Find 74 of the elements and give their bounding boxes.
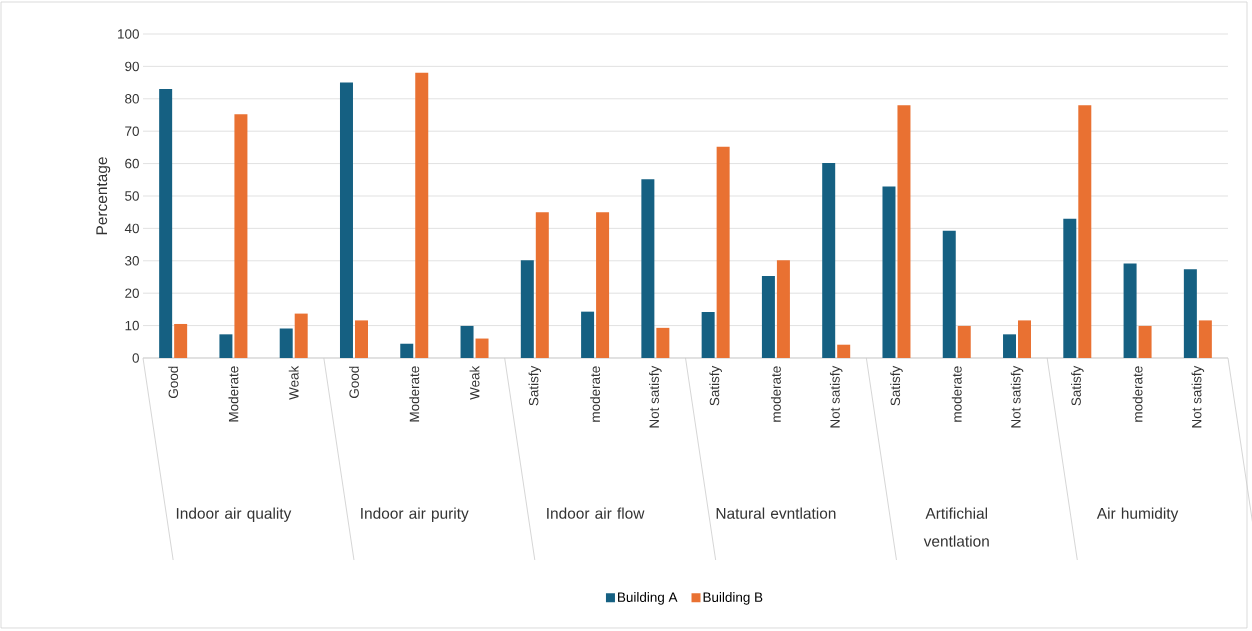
legend-label: Building A	[618, 592, 678, 605]
bar	[400, 343, 414, 358]
x-tick-label: Good	[349, 366, 359, 398]
x-tick-label: Not satisfy	[649, 365, 662, 428]
y-tick-label: 20	[125, 288, 139, 298]
bar	[957, 325, 971, 358]
bar	[1138, 325, 1152, 358]
x-tick-label: Weak	[469, 365, 480, 400]
y-tick-label: 0	[132, 353, 139, 363]
x-tick-label: moderate	[1132, 366, 1143, 422]
bar	[656, 327, 670, 358]
bar	[1123, 263, 1137, 358]
y-tick-label: 70	[125, 126, 139, 136]
bar	[294, 313, 308, 358]
bar	[219, 334, 233, 358]
bar	[1078, 105, 1092, 358]
bar	[1018, 320, 1032, 358]
bar	[837, 344, 851, 358]
bar	[535, 212, 549, 358]
text: Natural evntlation	[716, 507, 836, 519]
text: Air humidity	[1096, 507, 1179, 522]
text: Artifichial ventlation	[923, 507, 989, 547]
bar	[520, 260, 534, 358]
bar	[1003, 334, 1017, 358]
y-tick-label: 100	[118, 29, 139, 39]
y-tick-label: 10	[125, 320, 139, 331]
bar	[415, 72, 429, 358]
bar	[460, 325, 474, 358]
y-tick-label: 60	[125, 158, 139, 169]
x-tick-label: Satisfy	[528, 365, 542, 406]
bar	[882, 186, 896, 358]
y-axis-title: Percentage	[96, 157, 111, 235]
x-tick-label: Not satisfy	[829, 365, 843, 428]
y-tick-label: 50	[125, 191, 139, 201]
x-tick-label: moderate	[590, 366, 601, 422]
bar	[761, 276, 775, 358]
x-tick-label: Not satisfy	[1010, 365, 1024, 428]
bar	[339, 82, 353, 358]
bar	[897, 105, 911, 358]
bar	[822, 162, 836, 358]
bar	[354, 320, 368, 358]
bar	[716, 146, 730, 358]
bar	[174, 323, 188, 358]
y-tick-label: 40	[124, 223, 139, 234]
legend-label: Building B	[703, 592, 763, 605]
x-tick-label: Weak	[288, 365, 299, 400]
x-tick-label: Good	[168, 366, 179, 398]
y-tick-label: 90	[125, 61, 139, 72]
y-tick-label: 30	[125, 256, 139, 266]
x-tick-label: Moderate	[228, 366, 239, 422]
text: Indoor air purity	[361, 507, 469, 522]
bar	[942, 230, 956, 358]
bar	[234, 114, 248, 358]
bar	[596, 212, 610, 358]
bar	[159, 89, 173, 358]
bar	[776, 260, 790, 358]
bar	[641, 179, 655, 358]
text: Indoor air flow	[547, 507, 645, 519]
text: Indoor air quality	[176, 507, 292, 522]
x-tick-label: Not satisfy	[1191, 365, 1205, 428]
bar	[581, 311, 595, 358]
x-tick-label: Satisfy	[709, 365, 722, 406]
x-tick-label: Satisfy	[1071, 365, 1084, 406]
y-tick-label: 80	[125, 94, 139, 104]
x-tick-label: Moderate	[409, 366, 420, 422]
x-tick-label: moderate	[951, 366, 962, 422]
bar	[1198, 320, 1212, 358]
bar	[1183, 269, 1197, 358]
bar	[701, 311, 715, 358]
bar	[475, 338, 489, 358]
x-tick-label: moderate	[770, 366, 781, 422]
bar	[1063, 218, 1077, 358]
bar	[279, 328, 293, 358]
x-tick-label: Satisfy	[890, 365, 903, 406]
